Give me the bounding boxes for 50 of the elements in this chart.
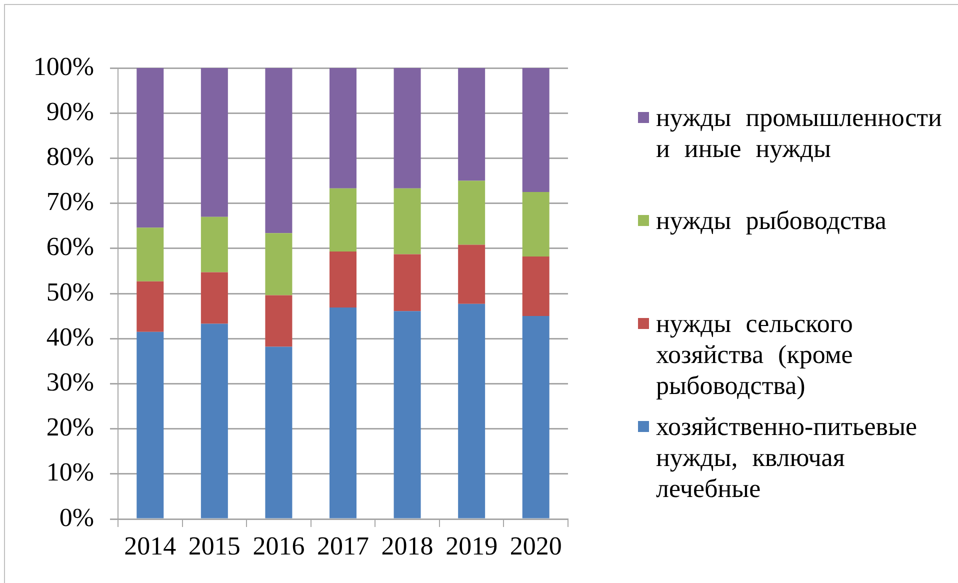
bar xyxy=(265,295,292,347)
legend-label: нужды сельского хозяйства (кроме рыбоводства) xyxy=(656,308,854,401)
bar xyxy=(136,332,164,518)
bar xyxy=(458,180,486,245)
x-tick-label: 2016 xyxy=(252,531,305,560)
bar xyxy=(330,307,356,518)
bar xyxy=(394,311,421,518)
bar xyxy=(200,216,228,272)
y-tick-label: 40% xyxy=(46,322,94,352)
bar xyxy=(136,68,164,228)
bar xyxy=(394,188,421,254)
bar xyxy=(330,188,356,252)
x-tick-label: 2020 xyxy=(510,531,562,560)
bar xyxy=(200,324,228,518)
bar xyxy=(265,68,292,234)
bar xyxy=(522,192,550,257)
x-tick-label: 2015 xyxy=(188,531,240,560)
bar xyxy=(200,68,228,217)
legend-label: хозяйственно-питьевые нужды, квлючая лечебные xyxy=(656,411,918,504)
x-tick-label: 2017 xyxy=(317,531,369,560)
legend-label: нужды промышленности и иные нужды xyxy=(656,102,943,164)
x-tick-label: 2019 xyxy=(446,531,498,560)
y-tick-label: 50% xyxy=(46,277,94,306)
legend-label: нужды рыбоводства xyxy=(656,205,888,236)
bar xyxy=(265,233,292,296)
bar xyxy=(200,272,228,324)
y-tick-label: 60% xyxy=(46,232,94,262)
bar xyxy=(136,281,164,332)
bar xyxy=(265,346,292,518)
bar xyxy=(330,252,356,308)
y-tick-label: 10% xyxy=(46,458,94,487)
y-tick-label: 0% xyxy=(59,502,94,532)
bar xyxy=(330,68,356,188)
bar xyxy=(458,304,486,518)
y-tick-label: 30% xyxy=(46,368,94,397)
y-tick-label: 70% xyxy=(46,187,94,216)
x-tick-label: 2018 xyxy=(381,531,434,560)
bar xyxy=(136,228,164,282)
bar xyxy=(522,68,550,192)
y-tick-label: 80% xyxy=(46,142,94,172)
bar xyxy=(394,68,421,188)
bar xyxy=(394,254,421,312)
bar xyxy=(458,244,486,304)
y-tick-label: 90% xyxy=(46,96,94,126)
bar xyxy=(458,68,486,181)
x-tick-label: 2014 xyxy=(124,531,176,560)
y-tick-label: 100% xyxy=(33,52,94,81)
bar xyxy=(522,256,550,316)
y-tick-label: 20% xyxy=(46,412,94,442)
bar xyxy=(522,316,550,518)
